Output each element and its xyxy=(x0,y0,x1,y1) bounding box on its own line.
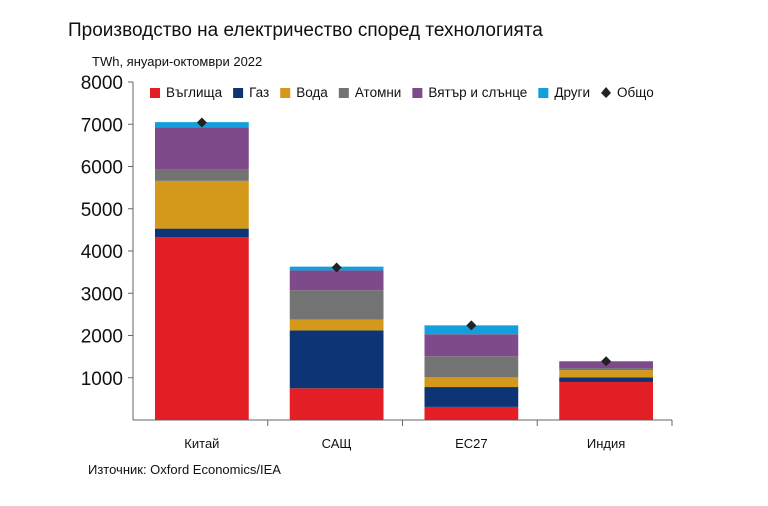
legend-swatch xyxy=(233,88,244,98)
bar-Въглища xyxy=(424,406,519,420)
y-tick-label: 6000 xyxy=(81,158,123,179)
legend-label: Въглища xyxy=(166,85,223,100)
legend-swatch xyxy=(280,88,291,98)
bar-Газ xyxy=(289,330,384,389)
x-tick-label: ЕС27 xyxy=(455,436,488,451)
legend-label: Общо xyxy=(617,85,654,100)
bar-Газ xyxy=(155,228,249,238)
legend-swatch xyxy=(538,88,549,98)
bar-Въглища xyxy=(155,237,249,420)
y-axis-label: TWh, януари-октомври 2022 xyxy=(92,54,263,69)
total-marker xyxy=(601,356,612,367)
bar-Атомни xyxy=(559,368,653,371)
bar-Вода xyxy=(155,180,249,229)
total-marker xyxy=(466,320,477,331)
y-tick-label: 4000 xyxy=(81,242,123,263)
legend-label: Вода xyxy=(296,85,328,100)
x-tick-label: САЩ xyxy=(322,436,352,451)
legend-swatch xyxy=(150,88,160,98)
y-tick-label: 1000 xyxy=(81,369,123,390)
total-marker xyxy=(196,117,207,128)
legend-label: Атомни xyxy=(355,85,402,100)
y-tick-label: 2000 xyxy=(81,327,123,348)
y-tick-label: 5000 xyxy=(81,200,123,221)
source-note: Източник: Oxford Economics/IEA xyxy=(88,462,281,477)
bar-Вятър и слънце xyxy=(155,127,249,170)
bar-Вода xyxy=(289,319,384,331)
total-marker xyxy=(331,262,342,273)
bar-Газ xyxy=(559,377,653,382)
legend-swatch xyxy=(338,88,349,98)
bar-Атомни xyxy=(155,169,249,181)
bar-Атомни xyxy=(289,290,384,320)
bar-Въглища xyxy=(559,381,653,420)
legend-label: Други xyxy=(554,85,590,100)
bar-Газ xyxy=(424,387,519,407)
x-tick-label: Индия xyxy=(587,436,625,451)
bar-Атомни xyxy=(424,356,519,378)
chart-title: Производство на електричество според тех… xyxy=(68,20,543,41)
y-tick-label: 3000 xyxy=(81,284,123,305)
x-tick-label: Китай xyxy=(184,436,219,451)
legend-swatch xyxy=(412,88,423,98)
bar-Вода xyxy=(424,377,519,388)
bar-Вода xyxy=(559,370,653,378)
legend-label: Газ xyxy=(249,85,269,100)
bar-Вятър и слънце xyxy=(289,270,384,291)
bar-Вятър и слънце xyxy=(424,334,519,357)
legend-total-marker xyxy=(601,87,612,98)
y-tick-label: 7000 xyxy=(81,115,123,136)
y-tick-label: 8000 xyxy=(81,73,123,94)
legend-label: Вятър и слънце xyxy=(428,85,527,100)
bar-Въглища xyxy=(289,388,384,420)
